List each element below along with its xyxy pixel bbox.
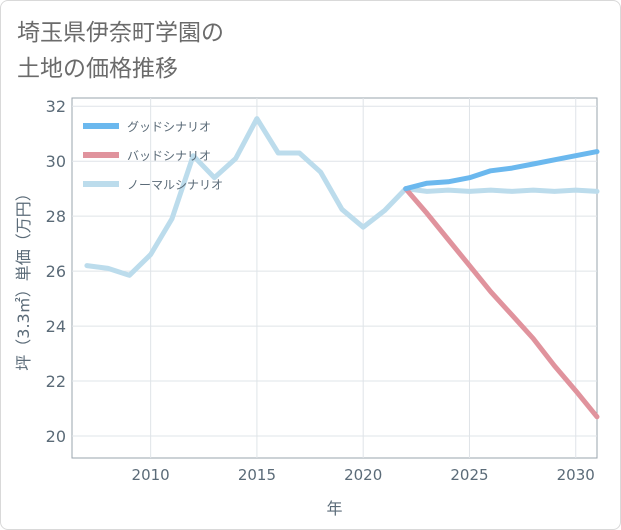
y-tick-label: 28 xyxy=(46,207,66,226)
y-tick-label: 26 xyxy=(46,262,66,281)
y-tick-label: 20 xyxy=(46,427,66,446)
y-tick-label: 22 xyxy=(46,372,66,391)
grid-lines xyxy=(72,98,597,458)
y-tick-label: 32 xyxy=(46,97,66,116)
y-tick-label: 24 xyxy=(46,317,66,336)
chart-title: 埼玉県伊奈町学園の 土地の価格推移 xyxy=(17,20,224,82)
x-axis-label: 年 xyxy=(326,499,342,518)
y-tick-label: 30 xyxy=(46,152,66,171)
axis-ticks: 2010 2015 2020 2025 2030 20 22 24 26 28 30 32 xyxy=(46,97,595,484)
series-line-good xyxy=(403,149,600,192)
series-line-bad xyxy=(403,186,600,420)
x-tick-label: 2015 xyxy=(238,466,276,484)
x-tick-label: 2020 xyxy=(344,466,382,484)
legend-label-good: グッドシナリオ xyxy=(127,120,211,134)
x-tick-label: 2010 xyxy=(132,466,170,484)
x-tick-label: 2030 xyxy=(557,466,595,484)
x-tick-label: 2025 xyxy=(450,466,488,484)
legend-label-normal: ノーマルシナリオ xyxy=(127,178,223,192)
plot-area xyxy=(71,97,598,459)
series-lines xyxy=(84,116,600,420)
y-axis-label: 坪（3.3㎡）単価（万円） xyxy=(14,185,33,370)
legend-label-bad: バッドシナリオ xyxy=(127,149,211,163)
series-line-normal xyxy=(84,116,600,278)
